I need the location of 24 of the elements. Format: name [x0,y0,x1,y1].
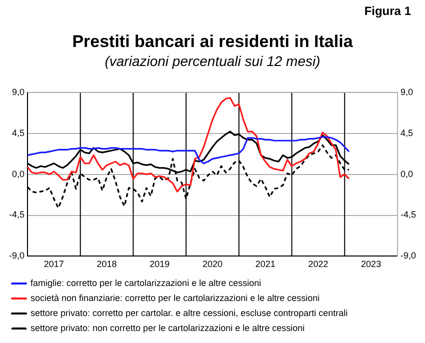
y-tick-label: 4,5 [12,128,25,138]
y2-tick-label: 4,5 [400,128,414,138]
y2-tick-label: 9,0 [400,86,414,97]
y-tick-label: -4,5 [8,210,25,220]
legend-label: settore privato: corretto per cartolar. e altre cessioni, escluse controparti centrali [30,308,348,318]
chart-title: Prestiti bancari ai residenti in Italia [71,32,354,52]
y2-tick-label: -4,5 [400,210,416,220]
x-tick-label: 2019 [150,259,170,270]
y2-tick-label: -9,0 [400,250,416,261]
y-tick-label: 9,0 [12,86,25,97]
x-tick-label: 2022 [308,259,328,270]
x-tick-label: 2023 [361,259,382,270]
x-tick-label: 2017 [44,259,64,270]
y2-tick-label: 0,0 [400,168,414,179]
legend-label: società non finanziarie: corretto per le cartolarizzazioni e le altre cessioni [30,292,320,303]
y-tick-label: 0,0 [12,168,25,179]
x-tick-label: 2020 [202,259,223,270]
text: Figura 1 [364,4,411,18]
legend-label: settore privato: non corretto per le cartolarizzazioni e le altre cessioni [30,322,305,333]
chart-subtitle: (variazioni percentuali sui 12 mesi) [104,53,322,69]
legend-label: famiglie: corretto per le cartolarizzazioni e le altre cessioni [30,278,262,288]
x-tick-label: 2021 [255,259,276,270]
y-tick-label: -9,0 [8,250,25,261]
x-tick-label: 2018 [96,259,117,270]
